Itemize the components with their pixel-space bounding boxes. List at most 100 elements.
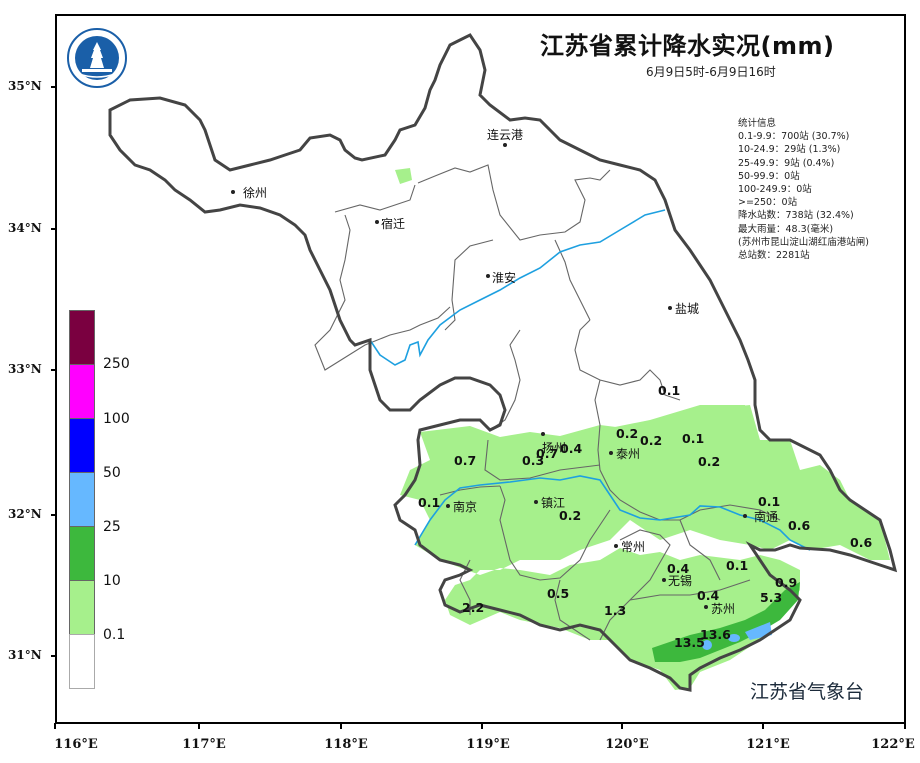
rain-value: 0.9	[775, 575, 798, 590]
lat-label: 35°N	[8, 79, 42, 93]
rain-value: 13.5	[674, 635, 705, 650]
city-dot	[614, 544, 618, 548]
stats-line: 25-49.9：9站 (0.4%)	[738, 157, 835, 169]
rain-value: 5.3	[760, 590, 783, 605]
time-range: 6月9日5时-6月9日16时	[646, 65, 776, 79]
city-dot	[486, 274, 490, 278]
city-dot	[704, 605, 708, 609]
rain-value: 0.5	[547, 586, 570, 601]
lat-label: 33°N	[8, 362, 42, 376]
city-label-xuzhou: 徐州	[243, 186, 268, 200]
lat-tick	[51, 655, 56, 657]
legend-swatch-100-250	[69, 364, 95, 418]
city-label-nantong: 南通	[754, 510, 779, 524]
city-label-yangzhou: 扬州	[542, 441, 567, 455]
rain-value: 0.1	[682, 431, 705, 446]
rain-value: 0.7	[536, 446, 559, 461]
stats-line: 10-24.9：29站 (1.3%)	[738, 144, 841, 156]
city-label-changzhou: 常州	[621, 540, 646, 554]
stats-line: (苏州市昆山淀山湖红庙港站闸)	[738, 236, 869, 248]
lon-tick	[762, 723, 764, 729]
stats-line: 最大雨量：48.3(毫米)	[738, 223, 834, 235]
rain-value: 0.4	[697, 588, 720, 603]
lat-tick	[51, 86, 56, 88]
legend-swatch-250plus	[69, 310, 95, 364]
lon-tick	[340, 723, 342, 729]
rain-area-green	[652, 582, 800, 662]
city-label-nanjing: 南京	[453, 500, 478, 514]
statistics-panel: 统计信息 0.1-9.9：700站 (30.7%) 10-24.9：29站 (1…	[738, 117, 869, 262]
rain-value: 0.1	[658, 383, 681, 398]
rain-value: 0.3	[522, 453, 545, 468]
city-label-taizhou: 泰州	[616, 447, 641, 461]
city-dot	[743, 514, 747, 518]
city-dot	[503, 143, 507, 147]
legend-label: 100	[103, 411, 130, 427]
rain-value: 2.2	[462, 600, 485, 615]
city-dot	[534, 500, 538, 504]
legend-swatch-50-100	[69, 418, 95, 472]
rain-value: 1.3	[604, 603, 627, 618]
rain-value: 0.2	[640, 433, 663, 448]
color-legend	[69, 310, 95, 689]
city-label-wuxi: 无锡	[668, 574, 693, 588]
map-title: 江苏省累计降水实况(mm)	[540, 32, 835, 60]
city-label-zhenjiang: 镇江	[541, 496, 566, 510]
lon-label: 118°E	[324, 737, 368, 752]
lat-label: 31°N	[8, 648, 42, 662]
stats-heading: 统计信息	[738, 118, 777, 129]
rain-value: 0.4	[560, 441, 583, 456]
agency-name: 江苏省气象台	[750, 681, 865, 703]
legend-label: 250	[103, 356, 130, 372]
city-dot	[541, 432, 545, 436]
city-dot	[446, 504, 450, 508]
lon-tick	[621, 723, 623, 729]
city-dot	[662, 578, 666, 582]
legend-swatch-0.1-10	[69, 580, 95, 634]
legend-label: 10	[103, 573, 121, 589]
lat-label: 32°N	[8, 507, 42, 521]
city-label-huaian: 淮安	[492, 271, 517, 285]
lat-label: 34°N	[8, 221, 42, 235]
city-borders	[314, 164, 781, 641]
lon-tick	[481, 723, 483, 729]
legend-swatch-10-25	[69, 526, 95, 580]
rain-value: 0.2	[616, 426, 639, 441]
lon-label: 117°E	[182, 737, 226, 752]
lon-tick	[904, 723, 906, 729]
rain-value: 0.7	[454, 453, 477, 468]
legend-swatch-25-50	[69, 472, 95, 526]
lon-label: 119°E	[466, 737, 510, 752]
rain-value: 0.1	[418, 495, 441, 510]
city-label-yancheng: 盐城	[675, 302, 700, 316]
stats-line: 100-249.9：0站	[738, 184, 812, 196]
legend-swatch-none	[69, 634, 95, 689]
rain-value: 0.6	[850, 535, 873, 550]
lon-label: 120°E	[605, 737, 649, 752]
city-label-suzhou: 苏州	[711, 602, 736, 616]
lon-label: 116°E	[54, 737, 98, 752]
rain-value: 0.6	[788, 518, 811, 533]
city-dot	[668, 306, 672, 310]
lon-label: 121°E	[746, 737, 790, 752]
lon-tick	[54, 723, 56, 729]
stats-line: >=250：0站	[738, 197, 798, 209]
meteorological-bureau-logo-icon	[67, 28, 127, 88]
lon-label: 122°E	[871, 737, 915, 752]
legend-label: 50	[103, 465, 121, 481]
city-dot	[231, 190, 235, 194]
lon-tick	[198, 723, 200, 729]
stats-line: 50-99.9：0站	[738, 170, 800, 182]
rain-value: 0.4	[667, 561, 690, 576]
rivers	[369, 209, 811, 551]
lat-tick	[51, 228, 56, 230]
lat-tick	[51, 514, 56, 516]
city-label-suqian: 宿迁	[381, 217, 406, 231]
rain-value: 13.6	[700, 627, 731, 642]
legend-label: 0.1	[103, 627, 126, 643]
stats-line: 0.1-9.9：700站 (30.7%)	[738, 131, 850, 143]
stats-line: 降水站数：738站 (32.4%)	[738, 210, 854, 222]
legend-label: 25	[103, 519, 121, 535]
city-label-lianyungang: 连云港	[487, 128, 524, 142]
